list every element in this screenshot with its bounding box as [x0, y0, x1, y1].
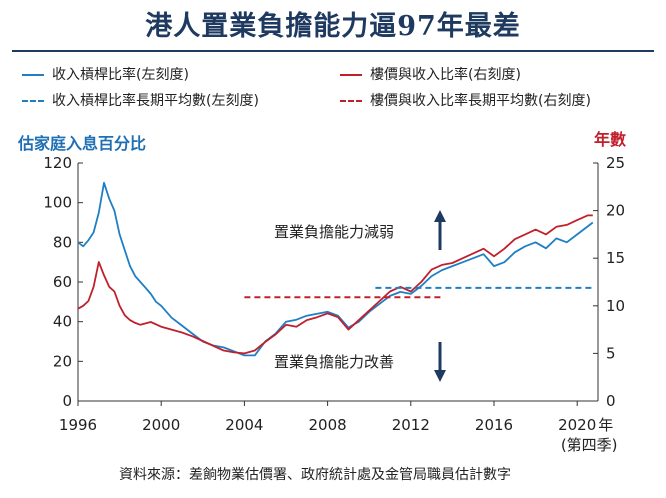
left-tick-label: 20 — [53, 352, 72, 370]
left-tick-label: 100 — [43, 194, 72, 212]
series-line — [77, 214, 593, 355]
left-axis-title: 估家庭入息百分比 — [18, 134, 147, 153]
x-tick-label: 2020 — [558, 416, 596, 434]
left-tick-label: 80 — [53, 233, 72, 251]
source-note: 資料來源：差餉物業估價署、政府統計處及金管局職員估計數字 — [119, 467, 511, 483]
left-tick-label: 120 — [43, 154, 72, 172]
left-tick-label: 60 — [53, 273, 72, 291]
x-tick-label: 2008 — [309, 416, 347, 434]
x-tick-label: 1996 — [59, 416, 97, 434]
x-tick-label: 2000 — [142, 416, 180, 434]
legend-swatch-leverage — [22, 74, 44, 76]
legend-item-price-income-average: 樓價與收入比率長期平均數(右刻度) — [340, 90, 591, 110]
arrow-down-head-icon — [434, 370, 446, 382]
series-line — [77, 181, 594, 357]
legend-label-price-income-average: 樓價與收入比率長期平均數(右刻度) — [370, 93, 591, 109]
legend-item-leverage-average: 收入槓桿比率長期平均數(左刻度) — [22, 90, 259, 110]
legend-item-price-income: 樓價與收入比率(右刻度) — [340, 64, 521, 84]
right-axis-title: 年數 — [594, 130, 627, 149]
x-tick-label: 2012 — [392, 416, 430, 434]
left-tick-label: 40 — [53, 313, 72, 331]
legend-label-leverage: 收入槓桿比率(左刻度) — [52, 67, 189, 83]
right-tick-label: 0 — [606, 392, 616, 410]
legend-item-leverage: 收入槓桿比率(左刻度) — [22, 64, 189, 84]
legend-swatch-price-income-average — [340, 100, 362, 102]
right-tick-label: 5 — [606, 344, 616, 362]
x-tick-unit: 年 — [598, 416, 613, 434]
arrow-up-head-icon — [434, 210, 446, 222]
title-divider — [12, 50, 654, 52]
annotation-weaker: 置業負擔能力減弱 — [274, 223, 395, 241]
legend-label-leverage-average: 收入槓桿比率長期平均數(左刻度) — [52, 93, 259, 109]
left-tick-label: 0 — [62, 392, 72, 410]
right-tick-label: 20 — [606, 202, 625, 220]
legend-swatch-price-income — [340, 74, 362, 76]
chart-title: 港人置業負擔能力逼97年最差 — [145, 11, 521, 42]
right-tick-label: 10 — [606, 297, 625, 315]
legend-label-price-income: 樓價與收入比率(右刻度) — [370, 67, 521, 83]
x-tick-label: 2016 — [475, 416, 513, 434]
right-tick-label: 25 — [606, 154, 625, 172]
x-tick-sublabel: (第四季) — [561, 436, 618, 454]
annotation-improve: 置業負擔能力改善 — [274, 353, 395, 371]
x-tick-label: 2004 — [225, 416, 263, 434]
right-tick-label: 15 — [606, 249, 625, 267]
legend-swatch-leverage-average — [22, 100, 44, 102]
